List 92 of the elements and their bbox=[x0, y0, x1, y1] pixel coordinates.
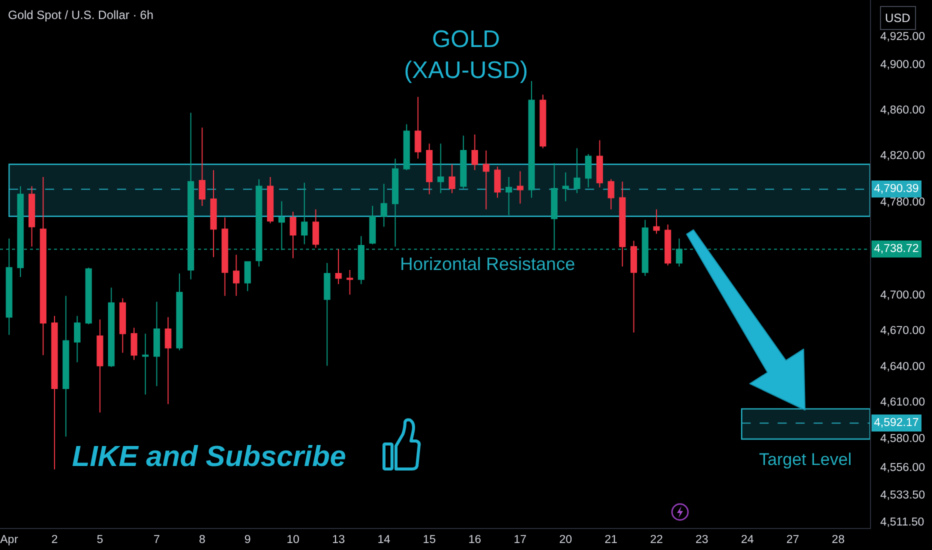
y-tick-label: 4,820.00 bbox=[880, 150, 926, 162]
candlestick bbox=[460, 135, 467, 190]
candlestick bbox=[301, 182, 308, 245]
candlestick bbox=[619, 181, 626, 267]
x-tick-label: 23 bbox=[696, 534, 708, 546]
x-tick-label: 10 bbox=[286, 534, 300, 546]
y-tick-label: 4,860.00 bbox=[880, 104, 926, 116]
candlestick bbox=[267, 176, 274, 224]
candlestick bbox=[346, 270, 354, 296]
x-tick-label: 5 bbox=[96, 534, 104, 546]
candlestick bbox=[448, 164, 456, 194]
x-tick-label: 8 bbox=[198, 534, 206, 546]
candlestick bbox=[312, 208, 320, 248]
candlestick bbox=[74, 315, 81, 363]
candlestick bbox=[232, 254, 240, 296]
candlestick bbox=[96, 318, 104, 414]
x-tick-label: 14 bbox=[377, 534, 391, 546]
y-tick-label: 4,670.00 bbox=[880, 325, 926, 338]
ref-line-label: 4,738.72 bbox=[874, 243, 919, 255]
x-tick-label: 7 bbox=[154, 534, 160, 546]
candlestick bbox=[324, 262, 330, 366]
x-tick-label: 28 bbox=[832, 534, 845, 546]
candlestick bbox=[392, 158, 399, 248]
candlestick bbox=[51, 315, 58, 470]
candlestick bbox=[28, 186, 36, 248]
x-tick-label: 22 bbox=[650, 534, 663, 546]
x-tick-label: 13 bbox=[332, 534, 345, 546]
x-tick-label: 15 bbox=[422, 534, 436, 546]
candlestick bbox=[528, 80, 535, 198]
candlestick bbox=[426, 143, 433, 195]
candlestick bbox=[596, 140, 603, 188]
y-tick-label: 4,580.00 bbox=[880, 432, 926, 445]
candlestick bbox=[380, 183, 388, 228]
x-tick-label: 17 bbox=[514, 534, 527, 546]
candlestick bbox=[176, 273, 183, 351]
ref-line-label: 4,592.17 bbox=[874, 417, 919, 429]
candlestick bbox=[210, 170, 217, 258]
y-tick-label: 4,610.00 bbox=[880, 396, 926, 409]
candlestick bbox=[471, 134, 478, 171]
candlestick bbox=[244, 261, 251, 292]
x-tick-label: Apr bbox=[0, 534, 18, 546]
y-tick-label: 4,533.50 bbox=[880, 489, 926, 502]
y-tick-label: 4,640.00 bbox=[880, 360, 926, 373]
candlestick bbox=[130, 327, 138, 360]
candlestick bbox=[369, 205, 376, 245]
candlestick bbox=[153, 301, 160, 387]
x-tick-label: 20 bbox=[559, 534, 572, 546]
candlestick bbox=[664, 224, 672, 266]
candlestick bbox=[62, 295, 70, 438]
text: GOLD (XAU-USD) bbox=[404, 26, 528, 84]
candlestick bbox=[630, 240, 638, 333]
text: Gold Spot / U.S. Dollar · 6h bbox=[8, 8, 154, 22]
y-tick-label: 4,925.00 bbox=[880, 30, 926, 43]
y-tick-label: 4,780.00 bbox=[880, 196, 926, 208]
candlestick bbox=[119, 298, 126, 354]
x-tick-label: 2 bbox=[51, 534, 58, 546]
x-tick-label: 9 bbox=[244, 534, 251, 546]
y-axis-title: USD bbox=[885, 11, 911, 25]
candlestick bbox=[653, 208, 660, 234]
candlestick bbox=[437, 143, 444, 194]
candlestick bbox=[142, 333, 149, 395]
candlestick bbox=[562, 172, 569, 202]
y-tick-label: 4,700.00 bbox=[880, 290, 926, 302]
annotation: LIKE and Subscribe bbox=[72, 441, 346, 473]
y-tick-label: 4,900.00 bbox=[880, 59, 926, 72]
candlestick bbox=[506, 176, 512, 216]
candlestick bbox=[85, 267, 92, 325]
candlestick bbox=[482, 150, 490, 210]
ref-line-label: 4,790.39 bbox=[874, 183, 919, 195]
y-tick-label: 4,556.00 bbox=[880, 462, 926, 474]
candlestick bbox=[222, 216, 228, 296]
candlestick bbox=[290, 211, 296, 259]
x-tick-label: 16 bbox=[468, 534, 482, 546]
candlestick bbox=[414, 96, 422, 160]
x-tick-label: 21 bbox=[604, 534, 618, 546]
candlestick bbox=[516, 170, 524, 204]
x-tick-label: 27 bbox=[786, 534, 800, 546]
candlestick bbox=[164, 316, 172, 405]
candlestick bbox=[608, 178, 614, 210]
candlestick bbox=[574, 148, 580, 194]
candlestick bbox=[108, 287, 115, 368]
band-label: Horizontal Resistance bbox=[400, 254, 576, 274]
candlestick bbox=[403, 124, 410, 171]
y-tick-label: 4,511.50 bbox=[880, 516, 924, 528]
candlestick bbox=[198, 127, 206, 206]
candlestick bbox=[335, 248, 342, 285]
x-tick-label: 24 bbox=[740, 534, 754, 546]
candlestick bbox=[494, 166, 501, 198]
band-label: Target Level bbox=[759, 450, 852, 469]
candlestick bbox=[585, 153, 592, 188]
candlestick bbox=[40, 176, 46, 356]
candlestick bbox=[540, 94, 546, 149]
